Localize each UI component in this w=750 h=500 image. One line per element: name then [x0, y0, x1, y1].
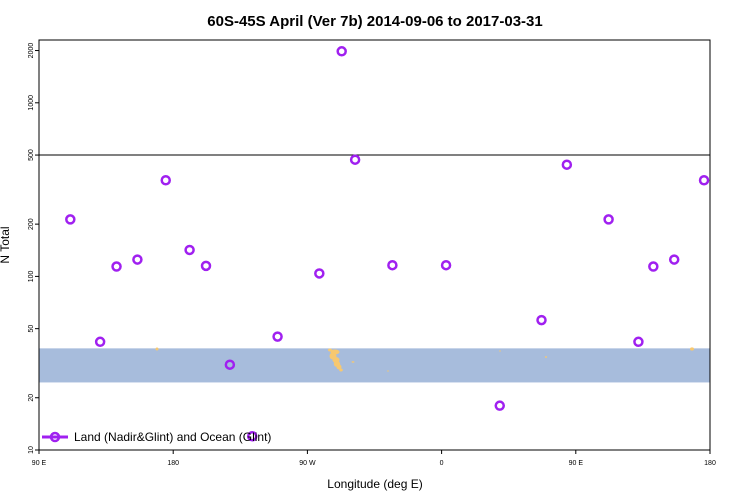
x-tick-label: 90 E	[32, 460, 47, 467]
legend: Land (Nadir&Glint) and Ocean (Glint)	[42, 430, 271, 444]
data-point	[224, 359, 236, 370]
land-patch	[328, 348, 332, 352]
y-tick-label: 2000	[28, 43, 35, 59]
chart-title: 60S-45S April (Ver 7b) 2014-09-06 to 201…	[207, 13, 542, 30]
land-patch	[387, 370, 389, 372]
y-tick-label: 1000	[28, 95, 35, 111]
x-tick-label: 180	[704, 460, 716, 467]
land-patch	[499, 350, 501, 352]
data-point	[314, 268, 325, 279]
y-tick-label: 10	[28, 446, 35, 454]
x-tick-label: 90 W	[299, 460, 316, 467]
land-patch	[544, 356, 548, 358]
data-point	[349, 154, 361, 165]
latitude-band	[39, 348, 710, 383]
data-point	[94, 336, 106, 348]
plot-area	[38, 39, 711, 451]
x-tick-label: 0	[440, 460, 444, 467]
data-point	[132, 254, 143, 265]
data-point	[633, 336, 644, 348]
land-patch	[155, 347, 159, 351]
data-point	[111, 261, 122, 272]
data-point	[336, 46, 347, 57]
land-patch	[690, 347, 694, 351]
y-axis-title: N Total	[0, 226, 12, 263]
data-point	[184, 244, 195, 256]
legend-marker	[49, 431, 61, 443]
data-point	[668, 254, 680, 265]
land-patch	[351, 361, 355, 363]
y-tick-label: 100	[28, 270, 35, 282]
x-axis-title: Longitude (deg E)	[327, 477, 422, 491]
y-tick-label: 20	[28, 394, 35, 402]
x-tick-label: 90 E	[569, 460, 584, 467]
data-point	[698, 174, 710, 186]
data-point	[440, 259, 452, 271]
y-tick-label: 200	[28, 218, 35, 230]
land-patches	[155, 347, 694, 372]
y-tick-label: 50	[28, 325, 35, 333]
data-point	[648, 261, 659, 272]
y-tick-label: 500	[28, 149, 35, 161]
data-point	[536, 314, 547, 326]
data-point	[387, 259, 398, 271]
data-point	[200, 260, 212, 272]
legend-label: Land (Nadir&Glint) and Ocean (Glint)	[74, 430, 271, 444]
data-point	[561, 159, 573, 170]
land-patch	[339, 368, 343, 372]
axis-ticks: 90 E 180 90 W 0 90 E 180 10 20 50 100 200 500 1000 20…	[28, 43, 716, 467]
land-patch	[336, 364, 342, 370]
plot-frame	[38, 39, 711, 451]
data-point	[65, 214, 76, 225]
data-points	[65, 46, 710, 442]
data-point	[494, 400, 506, 411]
data-point	[246, 431, 258, 442]
data-point	[160, 174, 171, 186]
x-tick-label: 180	[167, 460, 179, 467]
data-point	[603, 214, 614, 225]
data-point	[272, 331, 283, 342]
